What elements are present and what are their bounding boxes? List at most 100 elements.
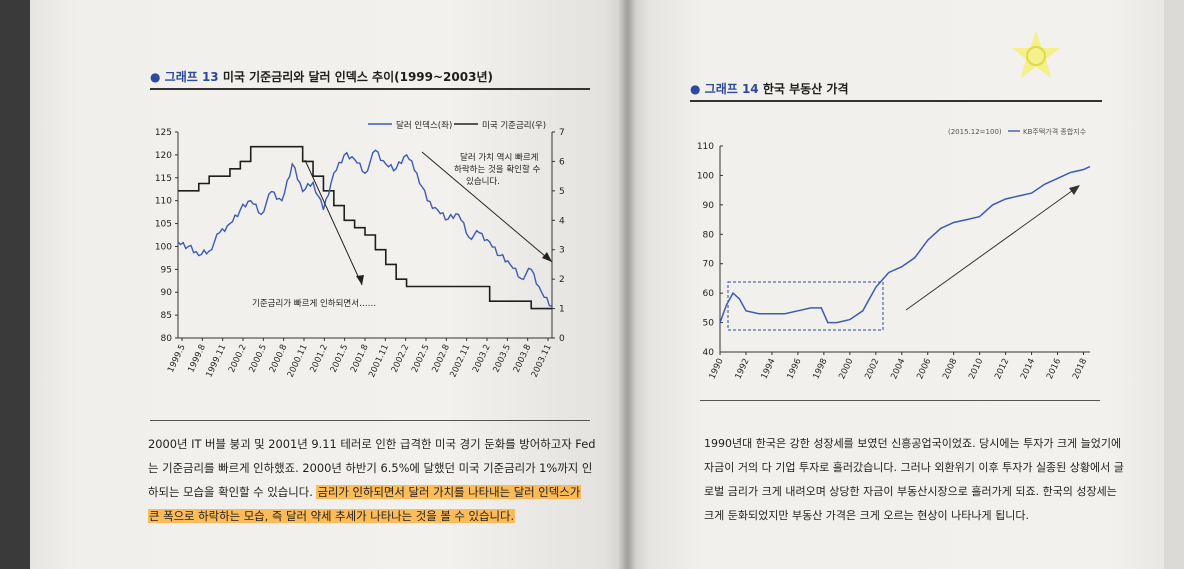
arrow-dollar-fall-head: [542, 252, 552, 262]
y-tick-label: 60: [703, 289, 715, 299]
x-tick-label: 1999.8: [186, 343, 208, 374]
left-line-4-highlight: 큰 폭으로 하락하는 모습, 즉 달러 약세 추세가 나타나는 것을 볼 수 있…: [148, 509, 516, 523]
x-tick-label: 2001.11: [367, 343, 391, 379]
rate-series-line: [178, 145, 552, 310]
y-tick-label: 110: [697, 142, 714, 152]
x-tick-label: 2002.2: [390, 343, 412, 374]
right-paragraph-line-2: 자금이 거의 다 기업 투자로 흘러갔습니다. 그러나 외환위기 이후 투자가 …: [704, 461, 1124, 474]
annotation-dollar-line3: 있습니다.: [466, 176, 500, 187]
right-tick-label: 0: [559, 334, 565, 344]
chart-13: 달러 인덱스(좌) 미국 기준금리(우) 8085909510010511011…: [155, 120, 565, 379]
x-tick-label: 1999.11: [204, 343, 228, 379]
figure-14-top-rule: [690, 100, 1102, 102]
right-tick-label: 4: [559, 216, 565, 226]
figure-13-title: ● 그래프 13 미국 기준금리와 달러 인덱스 추이(1999~2003년): [150, 68, 493, 85]
right-tick-label: 3: [559, 246, 565, 256]
arrow-dollar-fall: [421, 151, 553, 263]
figure-13-bottom-rule: [150, 420, 590, 421]
y-tick-label: 50: [703, 319, 715, 329]
x-tick-label: 2000.2: [227, 343, 249, 374]
chart-13-legend: 달러 인덱스(좌) 미국 기준금리(우): [368, 120, 546, 131]
chart-14-x-axis-ticks: 1990 1992 1994 1996 1998 2000 2002 2004 2006 2008…: [708, 352, 1089, 381]
x-tick-label: 2000.5: [247, 343, 269, 374]
figure-13-top-rule: [150, 88, 590, 90]
right-paragraph: 1990년대 한국은 강한 성장세를 보였던 신흥공업국이었죠. 당시에는 투자…: [704, 432, 1144, 528]
left-tick-label: 105: [155, 220, 172, 230]
right-paragraph-line-1: 1990년대 한국은 강한 성장세를 보였던 신흥공업국이었죠. 당시에는 투자…: [704, 437, 1122, 450]
chart-14-base-note: (2015.12=100): [948, 128, 1002, 136]
chart-14-y-axis-ticks: 40 50 60 70 80 90 100 110: [697, 142, 723, 358]
x-tick-label: 2002.8: [430, 343, 452, 374]
dollar-series-line: [177, 149, 553, 307]
book-spine: [618, 0, 636, 569]
page-edge: [1164, 0, 1184, 569]
star-sticker-icon: [1012, 31, 1060, 78]
annotation-dollar-line1: 달러 가치 역시 빠르게: [460, 152, 539, 163]
x-tick-label: 2000: [837, 357, 855, 381]
x-tick-label: 2006: [915, 357, 933, 381]
left-tick-label: 120: [155, 151, 172, 161]
x-tick-label: 1998: [811, 357, 829, 381]
x-tick-label: 2002.5: [410, 343, 432, 374]
x-tick-label: 2001.5: [329, 343, 351, 374]
x-tick-label: 1992: [733, 357, 751, 381]
y-tick-label: 70: [703, 260, 715, 270]
left-paragraph: 2000년 IT 버블 붕괴 및 2001년 9.11 테러로 인한 급격한 미…: [148, 432, 598, 528]
left-page: [30, 0, 628, 569]
chart-14-legend-label: KB주택가격 종합지수: [1023, 127, 1087, 136]
x-tick-label: 2002: [863, 357, 881, 381]
right-tick-label: 5: [559, 187, 565, 197]
left-paragraph-line-3: 하되는 모습을 확인할 수 있습니다. 금리가 인하되면서 달러 가치를 나타내…: [148, 480, 598, 504]
x-tick-label: 1996: [785, 357, 803, 381]
x-tick-label: 2002.11: [448, 343, 472, 379]
x-tick-label: 2000.11: [286, 343, 310, 379]
left-paragraph-line-4: 큰 폭으로 하락하는 모습, 즉 달러 약세 추세가 나타나는 것을 볼 수 있…: [148, 504, 598, 528]
x-tick-label: 2004: [889, 357, 907, 381]
left-tick-label: 95: [161, 265, 172, 275]
figure-14-caption: 한국 부동산 가격: [762, 82, 849, 96]
figure-13-label: ● 그래프 13: [150, 70, 219, 84]
arrow-rate-cut-head: [356, 275, 364, 285]
right-page: [628, 0, 1164, 569]
left-line-3-highlight: 금리가 인하되면서 달러 가치를 나타내는 달러 인덱스가: [316, 485, 582, 499]
y-tick-label: 80: [703, 230, 715, 240]
arrow-rate-cut: [304, 159, 363, 286]
right-tick-label: 2: [559, 275, 565, 285]
x-tick-label: 2001.8: [349, 343, 371, 374]
x-tick-label: 2018: [1071, 357, 1089, 381]
chart-13-right-axis-ticks: 0 1 2 3 4 5 6 7: [552, 128, 565, 344]
left-tick-label: 110: [155, 197, 172, 207]
right-tick-label: 1: [559, 305, 565, 315]
x-tick-label: 2001.2: [308, 343, 330, 374]
y-tick-label: 40: [703, 348, 715, 358]
chart-13-annotation-arrows: [304, 151, 553, 286]
chart-14-trend-arrow: [905, 187, 1077, 311]
x-tick-label: 2003.8: [512, 343, 534, 374]
figure-13-caption: 미국 기준금리와 달러 인덱스 추이(1999~2003년): [222, 70, 493, 84]
left-line-3-text: 하되는 모습을 확인할 수 있습니다.: [148, 485, 317, 499]
chart-13-left-axis-ticks: 80 85 90 95 100 105 110 115 120 125: [155, 128, 178, 344]
figure-14-label: ● 그래프 14: [690, 82, 759, 96]
left-line-1-text: 2000년 IT 버블 붕괴 및 2001년 9.11 테러로 인한 급격한 미…: [148, 437, 596, 451]
legend-dollar-label: 달러 인덱스(좌): [396, 120, 452, 131]
kb-index-series-line: [719, 165, 1091, 324]
x-tick-label: 2003.11: [530, 343, 554, 379]
x-tick-label: 1999.5: [166, 343, 188, 374]
chart-14-trend-arrow-head: [1069, 185, 1080, 195]
figure-14-bottom-rule: [700, 400, 1100, 401]
x-tick-label: 2000.8: [268, 343, 290, 374]
right-tick-label: 7: [559, 128, 565, 138]
y-tick-label: 100: [697, 171, 714, 181]
annotation-dollar-line2: 하락하는 것을 확인할 수: [454, 164, 540, 175]
x-tick-label: 2003.5: [491, 343, 513, 374]
chart-14: (2015.12=100) KB주택가격 종합지수 40 50 60 70 80 90 10…: [697, 127, 1091, 381]
x-tick-label: 1994: [759, 357, 777, 381]
x-tick-label: 2010: [967, 357, 985, 381]
legend-rate-label: 미국 기준금리(우): [482, 121, 546, 131]
chart-13-x-axis-ticks: 1999.51999.81999.112000.22000.52000.8200…: [166, 338, 554, 379]
left-tick-label: 125: [155, 128, 172, 138]
annotation-rate-cut: 기준금리가 빠르게 인하되면서……: [252, 298, 376, 309]
left-line-2-text: 는 기준금리를 빠르게 인하했죠. 2000년 하반기 6.5%에 달했던 미국…: [148, 461, 593, 475]
left-paragraph-line-2: 는 기준금리를 빠르게 인하했죠. 2000년 하반기 6.5%에 달했던 미국…: [148, 456, 598, 480]
x-tick-label: 1990: [708, 357, 726, 381]
